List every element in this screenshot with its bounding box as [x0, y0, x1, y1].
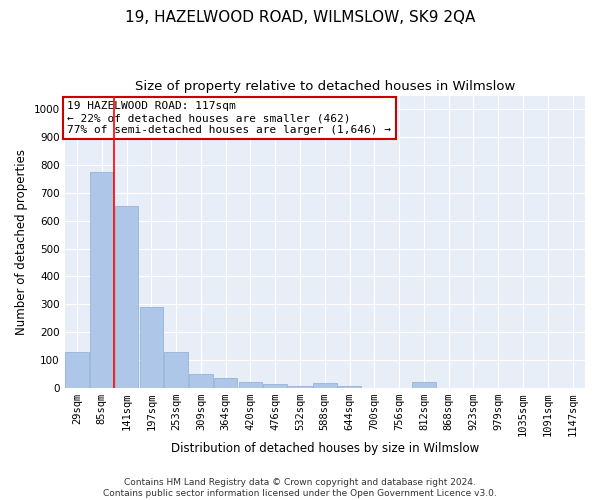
Bar: [115, 206, 138, 388]
Bar: [140, 307, 163, 388]
Title: Size of property relative to detached houses in Wilmslow: Size of property relative to detached ho…: [134, 80, 515, 93]
Bar: [313, 383, 337, 388]
Text: 19 HAZELWOOD ROAD: 117sqm
← 22% of detached houses are smaller (462)
77% of semi: 19 HAZELWOOD ROAD: 117sqm ← 22% of detac…: [67, 102, 391, 134]
X-axis label: Distribution of detached houses by size in Wilmslow: Distribution of detached houses by size …: [170, 442, 479, 455]
Y-axis label: Number of detached properties: Number of detached properties: [15, 148, 28, 334]
Bar: [189, 374, 212, 388]
Bar: [338, 386, 361, 388]
Bar: [65, 352, 89, 388]
Bar: [288, 386, 312, 388]
Text: Contains HM Land Registry data © Crown copyright and database right 2024.
Contai: Contains HM Land Registry data © Crown c…: [103, 478, 497, 498]
Bar: [90, 172, 113, 388]
Bar: [239, 382, 262, 388]
Bar: [214, 378, 238, 388]
Text: 19, HAZELWOOD ROAD, WILMSLOW, SK9 2QA: 19, HAZELWOOD ROAD, WILMSLOW, SK9 2QA: [125, 10, 475, 25]
Bar: [164, 352, 188, 388]
Bar: [263, 384, 287, 388]
Bar: [412, 382, 436, 388]
